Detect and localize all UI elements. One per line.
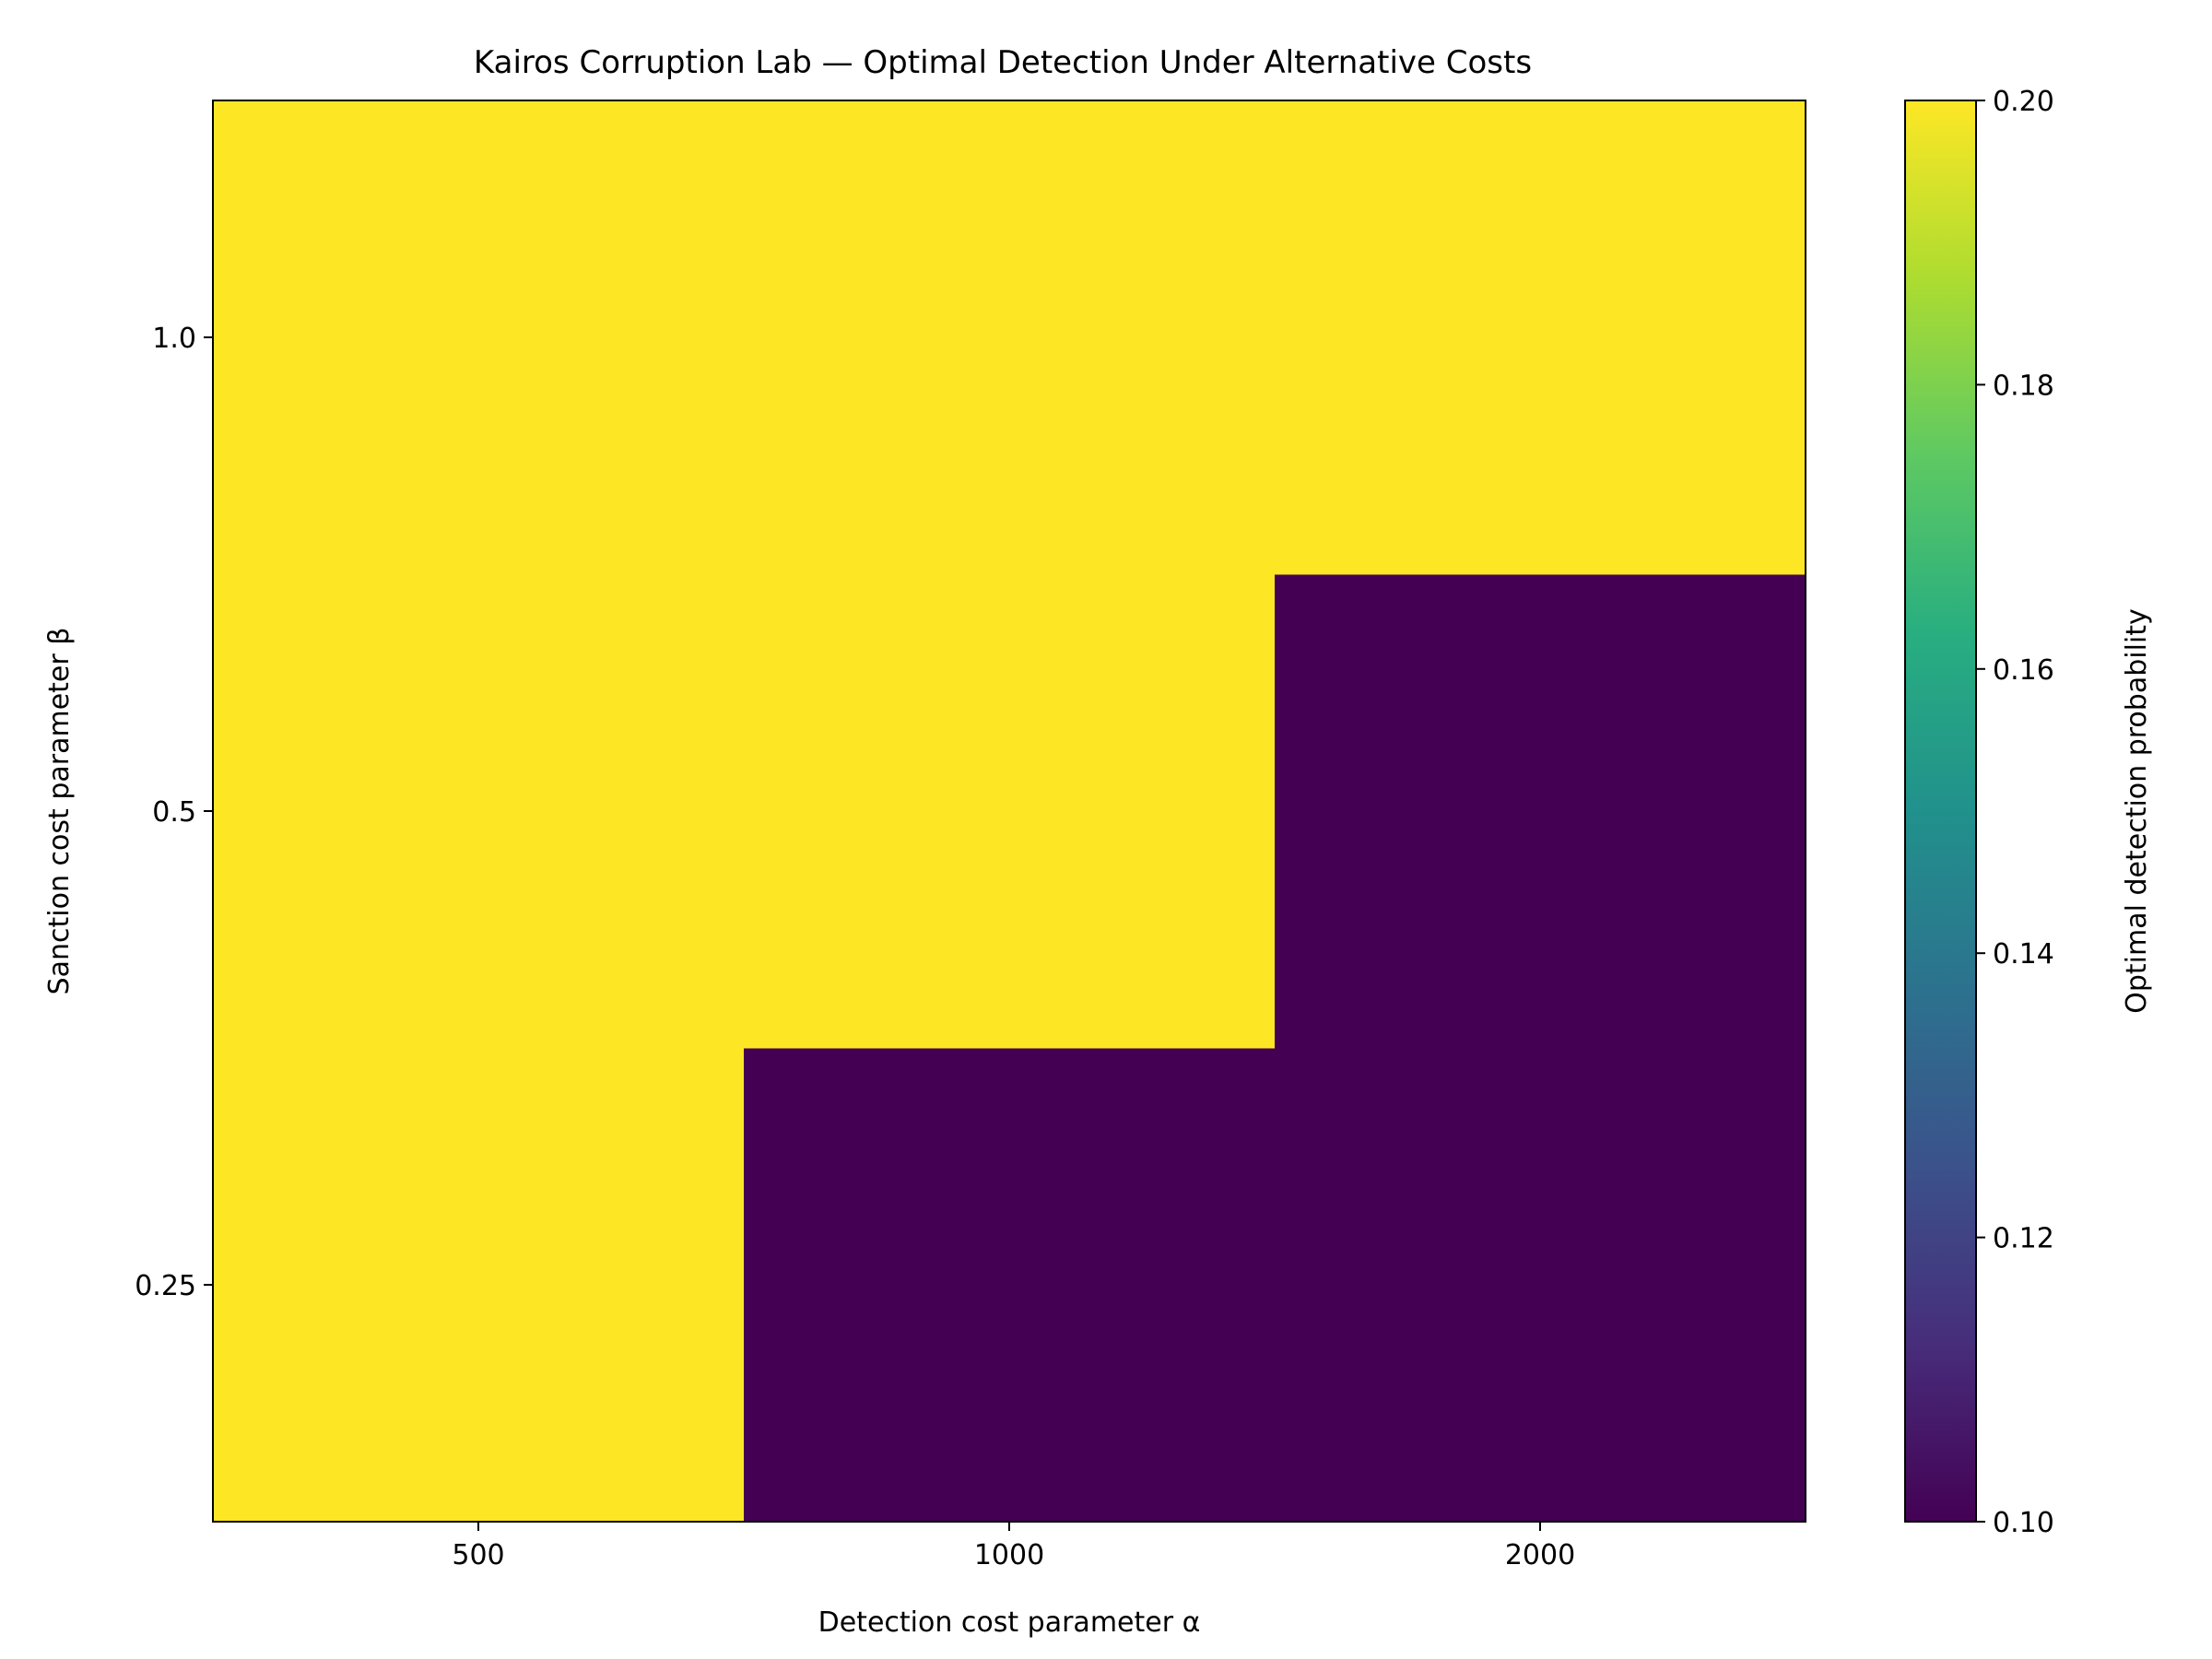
colorbar-tick-label: 0.16 — [1993, 654, 2054, 687]
y-tick-label: 0.5 — [152, 796, 196, 829]
y-tick-label: 1.0 — [152, 323, 196, 355]
heatmap-cell-0.25-500 — [213, 1048, 745, 1523]
x-axis-label: Detection cost parameter α — [818, 1606, 1201, 1639]
x-tick-label: 500 — [452, 1539, 504, 1571]
colorbar — [1904, 100, 1977, 1523]
heatmap-cell-0.5-1000 — [744, 574, 1276, 1049]
heatmap-cell-1.0-500 — [213, 100, 745, 575]
colorbar-tick-label: 0.10 — [1993, 1507, 2054, 1539]
x-axis-ticks: 500 1000 2000 — [452, 1522, 1575, 1571]
colorbar-tick-label: 0.12 — [1993, 1223, 2054, 1255]
colorbar-ticks: 0.10 0.12 0.14 0.16 0.18 0.20 — [1976, 86, 2054, 1539]
heatmap-cells — [213, 100, 1806, 1523]
heatmap-cell-0.25-2000 — [1275, 1048, 1806, 1523]
heatmap-cell-0.25-1000 — [744, 1048, 1276, 1523]
heatmap-cell-1.0-2000 — [1275, 100, 1806, 575]
x-tick-label: 2000 — [1505, 1539, 1575, 1571]
colorbar-tick-label: 0.18 — [1993, 370, 2054, 402]
y-axis-label: Sanction cost parameter β — [43, 628, 76, 995]
heatmap-cell-1.0-1000 — [744, 100, 1276, 575]
chart-title: Kairos Corruption Lab — Optimal Detectio… — [474, 44, 1532, 81]
x-tick-label: 1000 — [974, 1539, 1044, 1571]
heatmap-cell-0.5-500 — [213, 574, 745, 1049]
heatmap-cell-0.5-2000 — [1275, 574, 1806, 1049]
colorbar-tick-label: 0.14 — [1993, 938, 2054, 971]
y-axis-ticks: 0.25 0.5 1.0 — [135, 323, 213, 1302]
colorbar-label: Optimal detection probability — [2121, 608, 2153, 1014]
y-tick-label: 0.25 — [135, 1270, 196, 1302]
colorbar-tick-label: 0.20 — [1993, 86, 2054, 118]
